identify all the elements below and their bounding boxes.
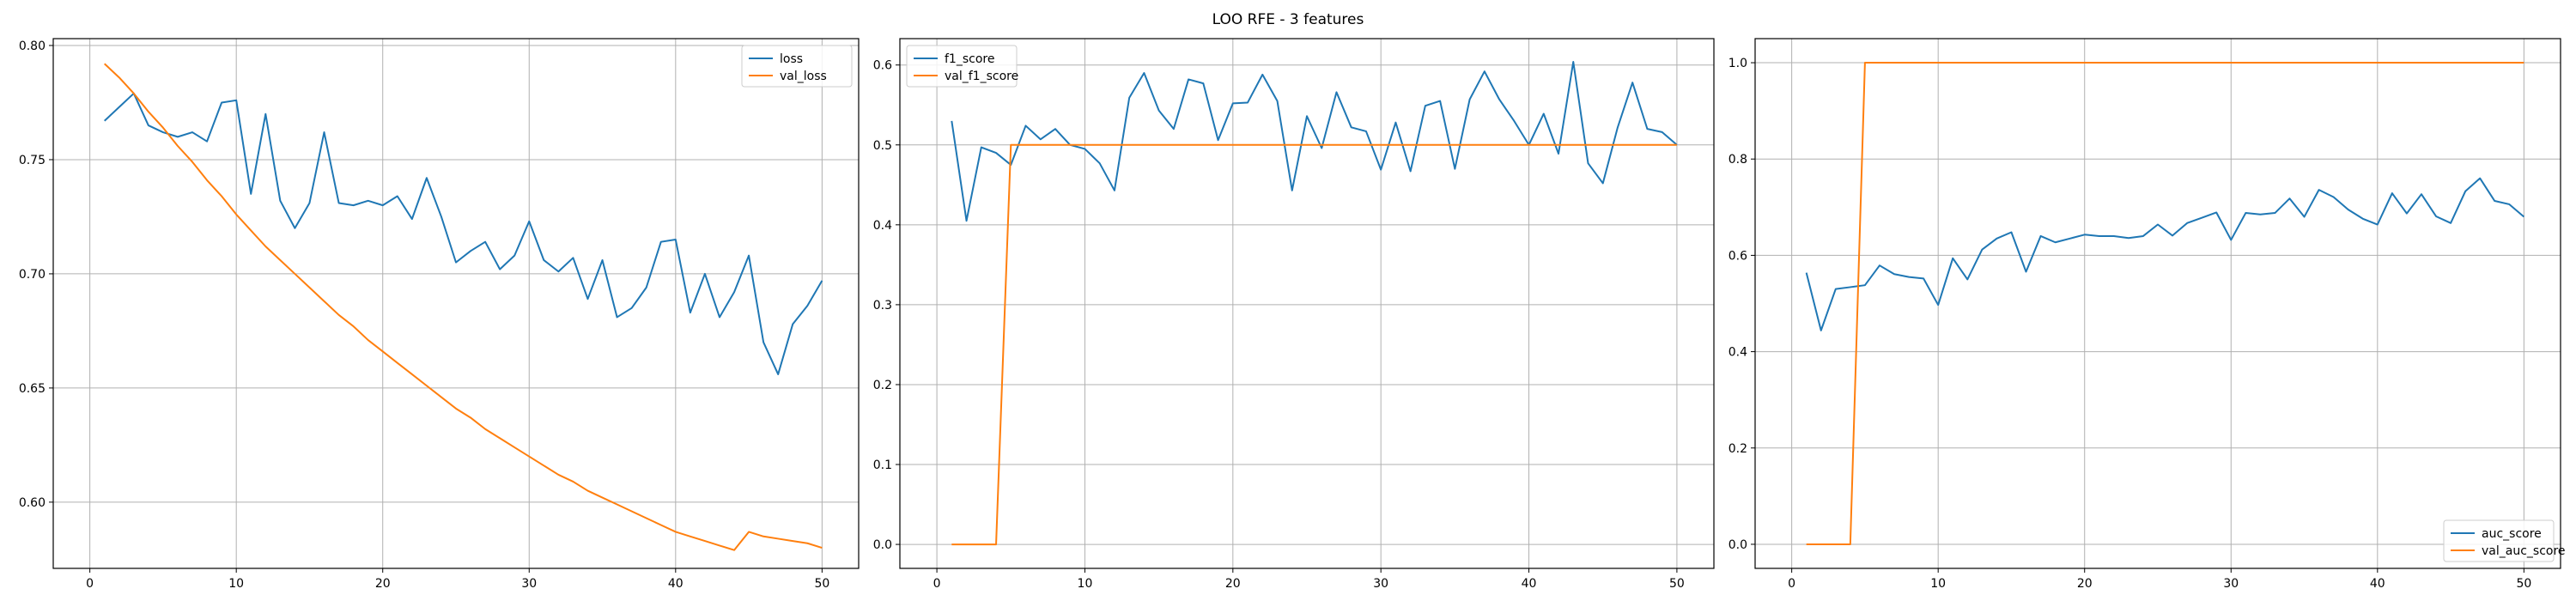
auc-score-legend-label-val-auc-score: val_auc_score <box>2482 544 2566 558</box>
loss-legend: loss val_loss <box>741 45 853 88</box>
loss-legend-label-val-loss: val_loss <box>780 70 827 83</box>
f1-score-legend: f1_score val_f1_score <box>906 45 1018 88</box>
loss-grid <box>53 39 859 568</box>
loss-x-tick-label: 30 <box>521 577 537 591</box>
f1-score-legend-label-f1-score: f1_score <box>945 52 994 66</box>
f1-score-y-tick-label: 0.2 <box>873 379 892 392</box>
f1-score-legend-label-val-f1-score: val_f1_score <box>945 70 1018 83</box>
panel-loss: 0 10 20 30 40 50 0.60 0.65 0.70 0.75 0.80 loss val_l… <box>19 38 860 591</box>
f1-score-y-tick-label: 0.4 <box>873 219 892 233</box>
f1-score-x-tick-label: 40 <box>1522 577 1537 591</box>
f1-score-series-val-f1-score-line <box>951 143 1677 546</box>
panel-f1-score: 0 10 20 30 40 50 0.0 0.1 0.2 0.3 0.4 0.5 0.6 f1_score… <box>873 38 1715 591</box>
loss-axes-frame <box>52 38 860 569</box>
panel-auc-score: 0 10 20 30 40 50 0.0 0.2 0.4 0.6 0.8 1.0 auc_scoreva… <box>1728 38 2566 591</box>
auc-score-grid <box>1755 39 2561 568</box>
f1-score-x-tick-label: 10 <box>1078 577 1093 591</box>
f1-score-y-tick-label: 0.0 <box>873 538 892 552</box>
loss-y-tick-label: 0.60 <box>19 496 46 510</box>
auc-score-y-tick-label: 0.2 <box>1728 442 1747 456</box>
auc-score-x-tick-label: 50 <box>2516 577 2531 591</box>
f1-score-x-tick-label: 0 <box>933 577 941 591</box>
auc-score-legend-label-auc-score: auc_score <box>2482 527 2542 541</box>
loss-y-tick-label: 0.80 <box>19 39 46 53</box>
loss-x-tick-label: 40 <box>668 577 683 591</box>
loss-x-tick-label: 50 <box>814 577 829 591</box>
auc-score-y-tick-label: 1.0 <box>1728 57 1747 70</box>
f1-score-y-tick-label: 0.5 <box>873 139 892 153</box>
figure-title: LOO RFE - 3 features <box>1212 11 1364 28</box>
loss-x-tick-label: 10 <box>228 577 244 591</box>
loss-x-tick-label: 0 <box>86 577 94 591</box>
f1-score-y-tick-label: 0.1 <box>873 458 892 472</box>
auc-score-x-tick-label: 0 <box>1788 577 1795 591</box>
loss-legend-label-loss: loss <box>780 52 803 66</box>
f1-score-x-tick-label: 30 <box>1373 577 1388 591</box>
loss-x-tick-label: 20 <box>375 577 391 591</box>
f1-score-y-tick-label: 0.3 <box>873 299 892 313</box>
auc-score-y-tick-label: 0.0 <box>1728 538 1747 552</box>
loss-y-tick-label: 0.75 <box>19 154 46 167</box>
auc-score-x-tick-label: 30 <box>2223 577 2239 591</box>
f1-score-x-tick-label: 20 <box>1225 577 1241 591</box>
auc-score-legend: auc_score val_auc_score <box>2443 519 2566 562</box>
loss-series-val-loss-line <box>104 63 823 551</box>
auc-score-x-tick-label: 20 <box>2077 577 2093 591</box>
f1-score-axes-frame <box>899 38 1715 569</box>
auc-score-x-tick-label: 10 <box>1930 577 1946 591</box>
auc-score-series-auc-score-line <box>1805 177 2525 331</box>
auc-score-axes-frame <box>1754 38 2561 569</box>
auc-score-series-val-auc-score-line <box>1806 62 2524 545</box>
f1-score-x-tick-label: 50 <box>1669 577 1685 591</box>
f1-score-grid <box>900 39 1714 568</box>
auc-score-y-tick-label: 0.8 <box>1728 153 1747 167</box>
loss-y-tick-label: 0.65 <box>19 382 46 396</box>
f1-score-y-tick-label: 0.6 <box>873 59 892 73</box>
auc-score-y-tick-label: 0.4 <box>1728 346 1747 360</box>
auc-score-y-tick-label: 0.6 <box>1728 249 1747 263</box>
auc-score-x-tick-label: 40 <box>2370 577 2385 591</box>
loss-y-tick-label: 0.70 <box>19 268 46 282</box>
loss-series-loss-line <box>104 92 823 375</box>
